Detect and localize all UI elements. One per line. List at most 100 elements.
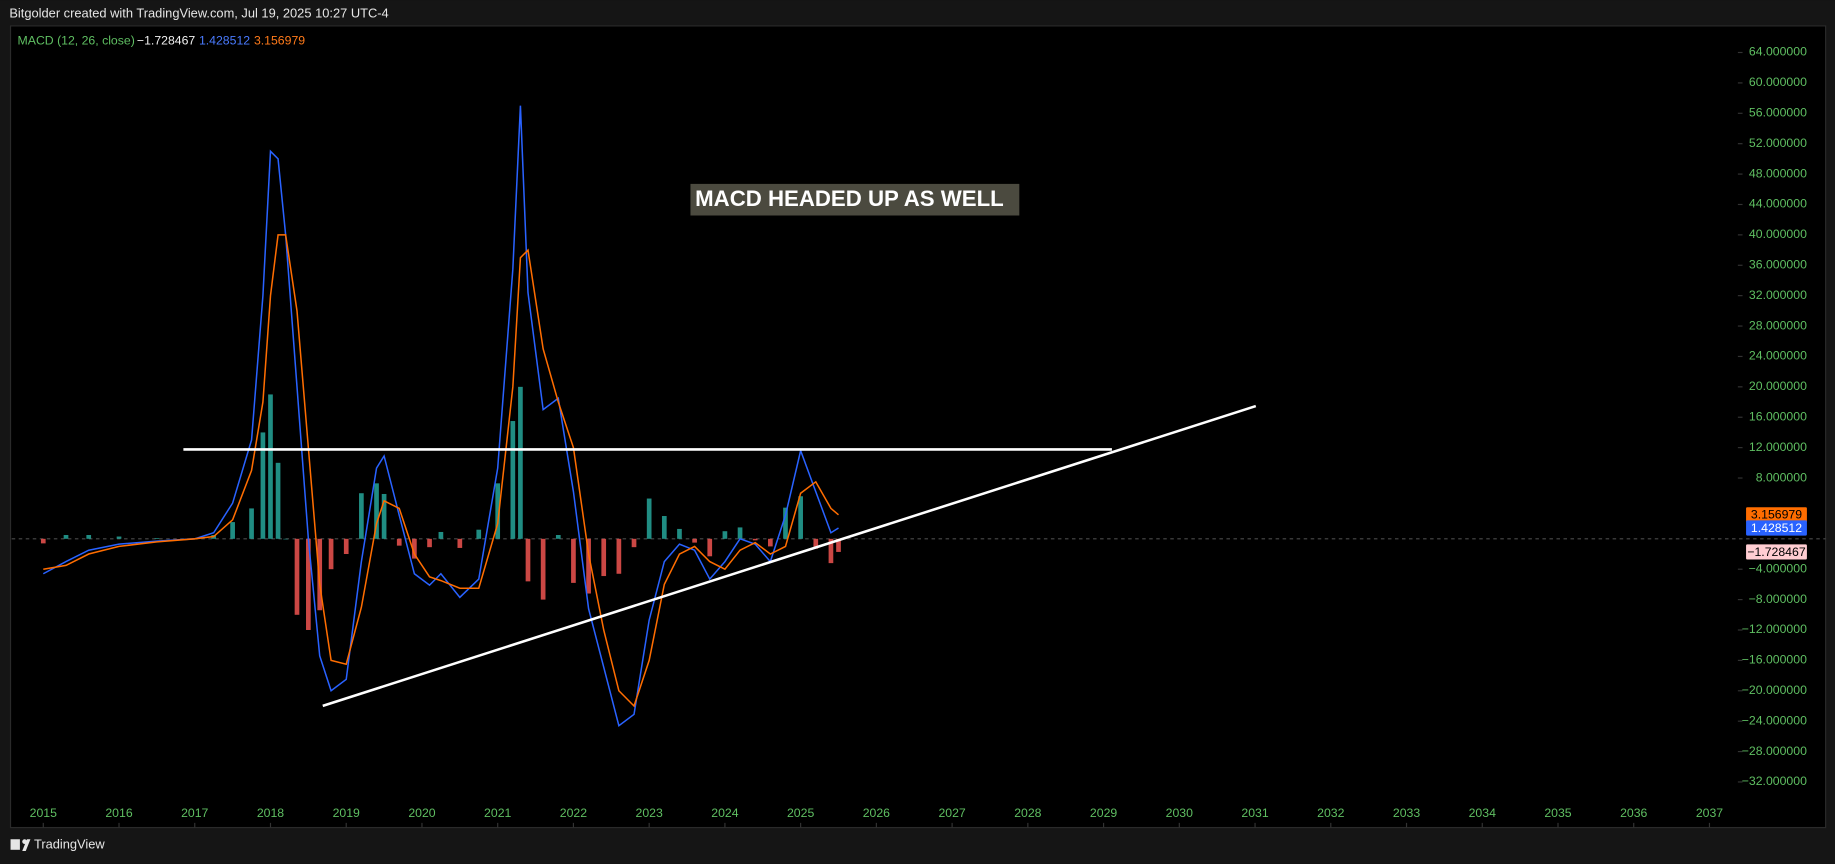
histogram-bar bbox=[294, 538, 300, 615]
x-tick-label: 2027 bbox=[938, 806, 965, 820]
price-label: −1.728467 bbox=[1747, 545, 1806, 559]
histogram-bar bbox=[722, 531, 728, 539]
credit: Bitgolder created with TradingView.com, … bbox=[9, 6, 388, 21]
x-tick-label: 2024 bbox=[711, 806, 738, 820]
histogram-bar bbox=[116, 536, 122, 539]
x-tick-label: 2020 bbox=[408, 806, 435, 820]
x-tick-label: 2028 bbox=[1014, 806, 1041, 820]
x-tick-label: 2036 bbox=[1620, 806, 1647, 820]
x-tick-label: 2033 bbox=[1393, 806, 1420, 820]
y-tick-label: −12.000000 bbox=[1742, 622, 1807, 636]
histogram-bar bbox=[328, 538, 334, 570]
histogram-bar bbox=[631, 538, 637, 548]
histogram-bar bbox=[249, 508, 254, 539]
brand-logo bbox=[10, 839, 31, 851]
histogram-bar bbox=[836, 538, 841, 552]
histogram-bar bbox=[260, 432, 266, 539]
histogram-bar bbox=[396, 538, 402, 546]
x-tick-label: 2035 bbox=[1544, 806, 1571, 820]
histogram-bar bbox=[828, 538, 834, 564]
histogram-bar bbox=[798, 496, 803, 539]
y-tick-label: 12.000000 bbox=[1749, 440, 1807, 454]
histogram-bar bbox=[571, 538, 576, 583]
histogram-bar bbox=[63, 535, 69, 539]
histogram-bar bbox=[275, 462, 281, 539]
histogram-bar bbox=[154, 538, 160, 539]
histogram-bar bbox=[540, 538, 546, 600]
histogram-bar bbox=[692, 538, 697, 543]
histogram-bar bbox=[359, 493, 364, 539]
histogram-bar bbox=[476, 529, 482, 539]
y-tick-label: 44.000000 bbox=[1749, 197, 1807, 211]
y-tick-label: 56.000000 bbox=[1749, 106, 1807, 120]
x-tick-label: 2026 bbox=[863, 806, 890, 820]
x-tick-label: 2023 bbox=[636, 806, 663, 820]
indicator-label: MACD (12, 26, close) bbox=[18, 33, 135, 47]
y-tick-label: −24.000000 bbox=[1742, 713, 1807, 727]
x-tick-label: 2034 bbox=[1469, 806, 1496, 820]
price-label: 1.428512 bbox=[1751, 521, 1802, 535]
histogram-bar bbox=[586, 538, 591, 594]
y-tick-label: 60.000000 bbox=[1749, 75, 1807, 89]
histogram-bar bbox=[438, 531, 444, 539]
histogram-bar bbox=[40, 538, 46, 544]
histogram-bar bbox=[381, 493, 387, 539]
histogram-bar bbox=[525, 538, 531, 582]
histogram-bar bbox=[283, 538, 288, 540]
x-tick-label: 2019 bbox=[333, 806, 360, 820]
x-tick-label: 2018 bbox=[257, 806, 284, 820]
x-tick-label: 2030 bbox=[1166, 806, 1193, 820]
histogram-bar bbox=[707, 538, 713, 557]
legend-histogram: −1.728467 bbox=[137, 33, 196, 47]
histogram-bar bbox=[737, 527, 743, 539]
y-tick-label: 64.000000 bbox=[1749, 45, 1807, 59]
macd-line bbox=[43, 234, 839, 708]
annotation-box bbox=[690, 183, 1020, 216]
price-label: 3.156979 bbox=[1751, 508, 1802, 522]
y-tick-label: −20.000000 bbox=[1742, 683, 1807, 697]
histogram-bar bbox=[677, 528, 682, 539]
histogram-bar bbox=[510, 421, 516, 539]
x-tick-label: 2017 bbox=[181, 806, 208, 820]
y-tick-label: 8.000000 bbox=[1756, 470, 1807, 484]
y-tick-label: 52.000000 bbox=[1749, 136, 1807, 150]
histogram-bar bbox=[813, 538, 819, 549]
x-tick-label: 2037 bbox=[1696, 806, 1723, 820]
y-tick-label: 32.000000 bbox=[1749, 288, 1807, 302]
histogram-bar bbox=[616, 538, 622, 574]
histogram-bar bbox=[518, 386, 523, 539]
histogram-bar bbox=[427, 538, 432, 548]
x-tick-label: 2032 bbox=[1317, 806, 1344, 820]
histogram-bar bbox=[86, 535, 92, 539]
histogram-bar bbox=[555, 535, 561, 539]
histogram-bar bbox=[495, 483, 501, 539]
histogram-bar bbox=[306, 538, 311, 630]
histogram-bar bbox=[343, 538, 349, 555]
x-tick-label: 2025 bbox=[787, 806, 814, 820]
histogram-bar bbox=[268, 394, 273, 539]
y-tick-label: −28.000000 bbox=[1742, 744, 1807, 758]
legend-signal: 3.156979 bbox=[254, 33, 305, 47]
y-tick-label: −32.000000 bbox=[1742, 774, 1807, 788]
x-tick-label: 2021 bbox=[484, 806, 511, 820]
x-tick-label: 2015 bbox=[30, 806, 57, 820]
y-tick-label: 48.000000 bbox=[1749, 166, 1807, 180]
histogram-bar bbox=[752, 538, 758, 541]
brand: TradingView bbox=[34, 837, 105, 852]
histogram-bar bbox=[768, 538, 773, 547]
histogram-bar bbox=[317, 538, 323, 611]
x-tick-label: 2016 bbox=[105, 806, 132, 820]
histogram-bar bbox=[601, 538, 607, 577]
x-tick-label: 2029 bbox=[1090, 806, 1117, 820]
y-tick-label: 36.000000 bbox=[1749, 258, 1807, 272]
x-tick-label: 2031 bbox=[1241, 806, 1268, 820]
histogram-bar bbox=[661, 516, 667, 539]
histogram-bar bbox=[457, 538, 463, 548]
plot-area bbox=[9, 25, 1827, 829]
annotation: MACD HEADED UP AS WELL bbox=[695, 186, 1004, 211]
histogram-bar bbox=[783, 507, 788, 539]
trend-line bbox=[322, 404, 1257, 708]
price-label-box bbox=[1746, 507, 1807, 523]
plot bbox=[11, 105, 1826, 728]
y-tick-label: −16.000000 bbox=[1742, 653, 1807, 667]
